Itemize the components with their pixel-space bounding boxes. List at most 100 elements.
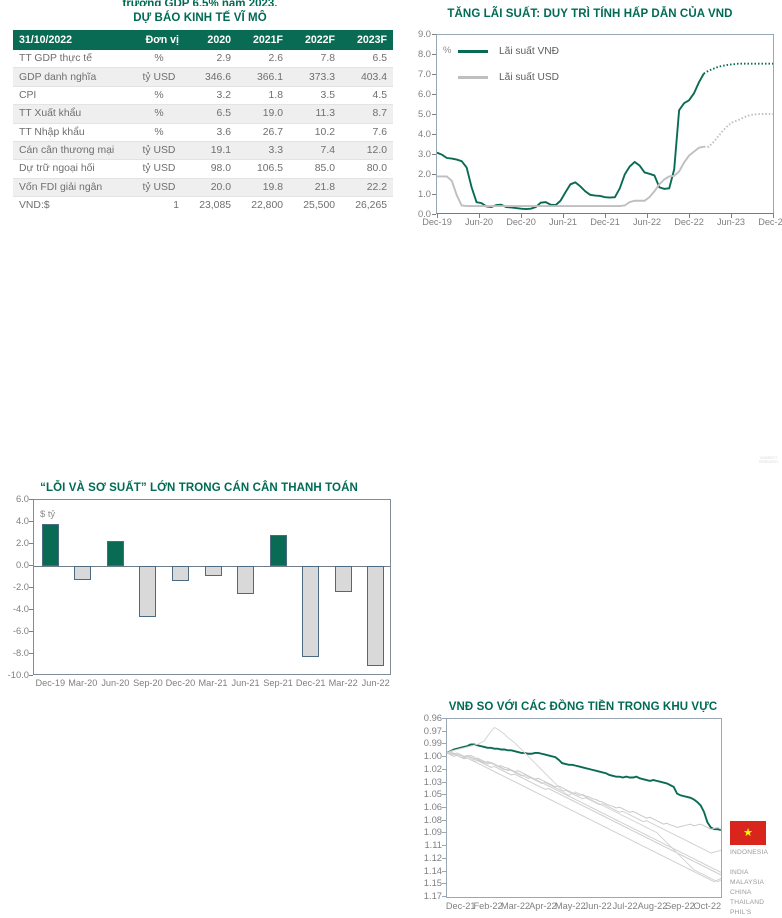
y-tick-mark (442, 832, 446, 834)
bar-mar-22 (334, 566, 352, 593)
row-value: 7.6 (341, 123, 393, 142)
bar-sep-21 (269, 534, 287, 566)
row-label: GDP danh nghĩa (13, 67, 133, 87)
row-value: 22.2 (341, 178, 393, 198)
y-tick-label: 1.11 (424, 839, 442, 851)
y-tick-label: 1.08 (423, 813, 442, 825)
series-line-vnd (436, 73, 705, 210)
y-tick-mark (442, 870, 446, 872)
x-tick-label: Jun-22 (361, 678, 390, 688)
y-tick-mark (29, 675, 33, 676)
bar-dec-21 (302, 566, 320, 658)
y-tick-mark (442, 794, 446, 796)
row-value: 22,800 (237, 196, 289, 215)
errors-omissions-plot-area (33, 499, 391, 675)
y-tick-mark (432, 194, 436, 195)
x-tick-label: Dec-23 (758, 217, 782, 227)
row-value: 2.6 (237, 50, 289, 69)
y-tick-mark (442, 896, 446, 897)
bar-jun-22 (367, 566, 385, 667)
series-line-indonesia (446, 752, 722, 830)
row-value: 3.2 (185, 86, 237, 106)
watermark-line-1: VNDIRECT (759, 456, 778, 460)
y-tick-mark (29, 565, 33, 566)
x-tick-mark (647, 214, 648, 218)
row-value: 4.5 (341, 86, 393, 106)
y-tick-mark (442, 819, 446, 821)
table-row: TT Nhập khẩu% 3.6 26.7 10.2 7.6 (13, 123, 393, 142)
y-tick-label: 4.0 (15, 515, 29, 526)
row-value: 26.7 (237, 123, 289, 142)
row-value: 10.2 (289, 123, 341, 142)
legend-label-usd: Lãi suất USD (499, 72, 560, 83)
x-tick-label: Jun-23 (716, 217, 746, 227)
vnd-vs-region-lines (446, 726, 722, 883)
row-unit: % (133, 123, 185, 142)
y-tick-mark (29, 587, 33, 588)
x-tick-mark (479, 214, 480, 218)
row-label: Dự trữ ngoại hối (13, 159, 133, 179)
y-tick-label: 9.0 (417, 28, 431, 39)
y-tick-mark (432, 74, 436, 75)
legend-item-vnd-rate: Lãi suất VNĐ (458, 46, 559, 57)
legend-label-phils: PHIL'S (730, 909, 752, 916)
row-value: 20.0 (185, 178, 237, 198)
y-tick-label: 7.0 (417, 68, 431, 79)
y-tick-mark (29, 543, 33, 544)
row-unit: tỷ USD (133, 141, 185, 161)
y-tick-mark (29, 521, 33, 522)
row-value: 1.8 (237, 86, 289, 106)
y-tick-label: 2.0 (417, 168, 431, 179)
y-tick-label: 0.0 (15, 559, 29, 570)
y-tick-label: 1.00 (423, 750, 442, 762)
table-row: CPI% 3.2 1.8 3.5 4.5 (13, 86, 393, 106)
y-tick-mark (442, 730, 446, 732)
row-value: 3.3 (237, 141, 289, 161)
row-unit: tỷ USD (133, 178, 185, 198)
vnd-vs-region-chart-title: VNĐ SO VỚI CÁC ĐỒNG TIỀN TRONG KHU VỰC (448, 701, 718, 713)
x-tick-label: Dec-21 (590, 217, 620, 227)
row-unit: tỷ USD (133, 159, 185, 179)
y-tick-label: 0.96 (423, 712, 442, 723)
row-value: 7.8 (289, 50, 341, 69)
x-tick-label: Dec-19 (422, 217, 452, 227)
y-tick-mark (442, 845, 446, 847)
bar-mar-21 (204, 566, 222, 577)
y-tick-mark (432, 214, 436, 215)
legend-item-usd-rate: Lãi suất USD (458, 72, 559, 83)
y-tick-label: 1.0 (417, 188, 431, 199)
x-tick-mark (605, 214, 606, 218)
row-value: 11.3 (289, 104, 341, 124)
row-value: 98.0 (185, 159, 237, 179)
macro-table-body: TT GDP thực tế% 2.9 2.6 7.8 6.5 GDP danh nghĩ… (13, 50, 393, 215)
row-value: 21.8 (289, 178, 341, 198)
y-tick-label: -2.0 (12, 581, 29, 592)
row-value: 6.5 (341, 50, 393, 69)
y-tick-mark (29, 609, 33, 610)
y-tick-label: 3.0 (417, 148, 431, 159)
bar-mar-20 (74, 566, 92, 581)
series-forecast-usd (703, 113, 773, 148)
col-header-unit: Đơn vị (133, 30, 185, 50)
col-header-2022f: 2022F (289, 30, 341, 50)
row-value: 2.9 (185, 50, 237, 69)
series-forecast-vnd (703, 62, 773, 75)
row-value: 23,085 (185, 196, 237, 215)
x-tick-label: Dec-20 (506, 217, 536, 227)
watermark: VNDIRECT RESEARCH (759, 456, 778, 464)
row-value: 3.5 (289, 86, 341, 106)
y-tick-mark (29, 653, 33, 654)
col-header-date: 31/10/2022 (13, 30, 133, 50)
errors-omissions-chart-title: “LỖI VÀ SƠ SUẤT” LỚN TRONG CÁN CÂN THANH… (40, 482, 358, 494)
y-tick-label: 1.05 (423, 788, 442, 800)
legend-label-thailand: THAILAND (730, 899, 765, 906)
y-tick-label: 0.99 (423, 737, 442, 749)
row-value: 26,265 (341, 196, 393, 215)
series-line-thailand (446, 752, 722, 883)
legend-swatch-vnd (458, 49, 488, 54)
y-tick-mark (432, 154, 436, 155)
y-tick-label: 1.03 (423, 775, 442, 787)
y-tick-mark (432, 54, 436, 55)
macro-forecast-table: 31/10/2022 Đơn vị 2020 2021F 2022F 2023F… (13, 30, 393, 215)
y-tick-label: 2.0 (15, 537, 29, 548)
